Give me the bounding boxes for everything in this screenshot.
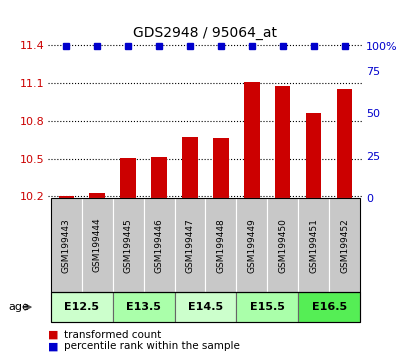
Text: GSM199452: GSM199452 [340,218,349,273]
Bar [59,196,74,198]
Text: GSM199451: GSM199451 [309,218,318,273]
Text: E14.5: E14.5 [188,302,223,312]
Bar [244,82,259,198]
Text: percentile rank within the sample: percentile rank within the sample [64,341,240,351]
Bar [90,193,105,198]
Text: GSM199447: GSM199447 [186,218,195,273]
Bar [213,138,229,198]
Text: GSM199443: GSM199443 [62,218,71,273]
Bar [337,90,352,198]
Text: transformed count: transformed count [64,330,161,339]
Text: E12.5: E12.5 [64,302,99,312]
Text: E15.5: E15.5 [250,302,285,312]
Text: E16.5: E16.5 [312,302,347,312]
Text: E13.5: E13.5 [126,302,161,312]
Text: GSM199448: GSM199448 [216,218,225,273]
Bar [120,158,136,198]
Text: GSM199450: GSM199450 [278,218,287,273]
Bar [151,157,167,198]
Bar [306,113,321,198]
Text: age: age [8,302,29,312]
Text: GSM199444: GSM199444 [93,218,102,273]
Text: GSM199446: GSM199446 [154,218,164,273]
Bar [275,86,290,198]
Text: ■: ■ [48,341,58,351]
Title: GDS2948 / 95064_at: GDS2948 / 95064_at [134,26,277,40]
Text: GSM199445: GSM199445 [124,218,133,273]
Text: ■: ■ [48,330,58,339]
Text: GSM199449: GSM199449 [247,218,256,273]
Bar [182,137,198,198]
